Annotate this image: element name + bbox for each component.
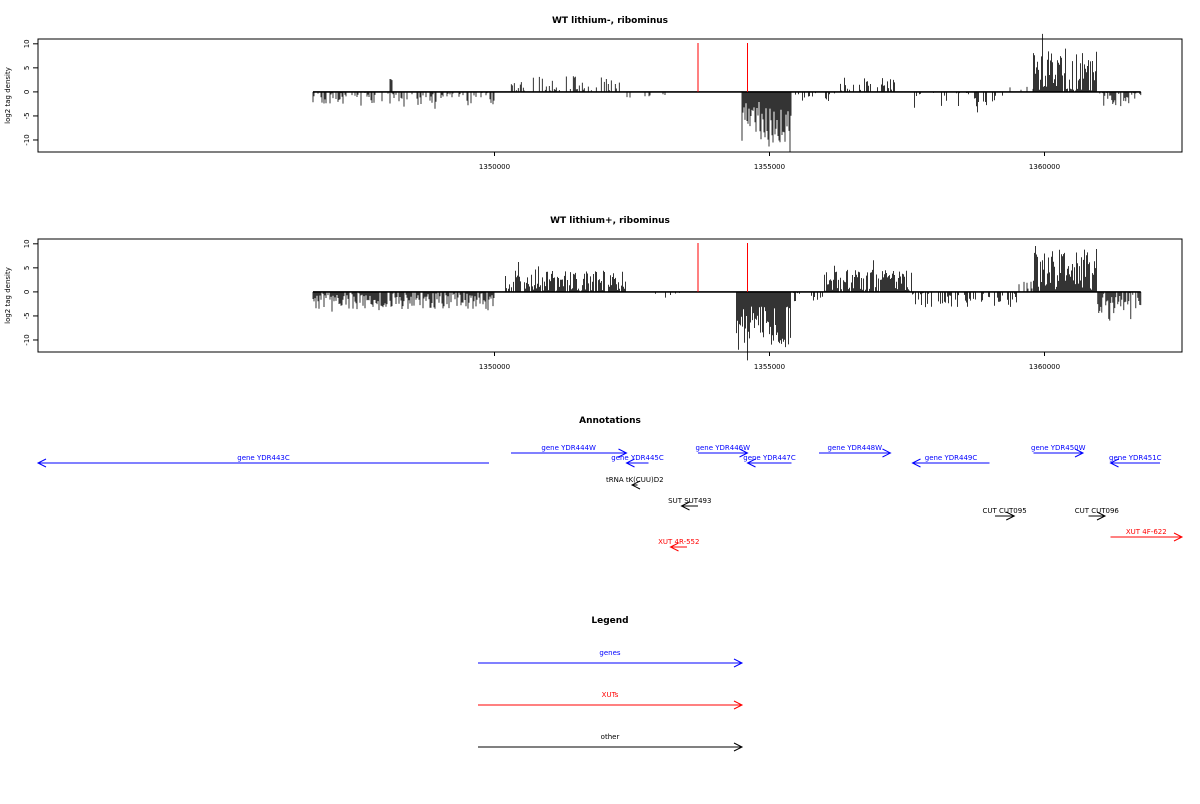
arrowhead: [733, 658, 744, 668]
x-tick-label: 1355000: [754, 163, 785, 171]
legend-label: other: [601, 733, 620, 741]
arrowhead: [1006, 511, 1016, 521]
x-tick-label: 1360000: [1029, 363, 1060, 371]
x-tick-label: 1355000: [754, 363, 785, 371]
y-tick-label: -10: [23, 134, 31, 145]
legend-label: genes: [599, 649, 620, 657]
feature-gene: gene YDR444W: [511, 444, 628, 458]
arrowhead: [36, 458, 47, 468]
arrowhead: [1074, 448, 1085, 458]
track-panel-lithium-plus: WT lithium+, ribominus 10 5 0 -5 -10 log2 tag …: [4, 216, 1183, 371]
feature-label: XUT 4R-552: [658, 538, 699, 546]
plot-frame: [37, 238, 1183, 353]
track-title: WT lithium-, ribominus: [552, 16, 668, 26]
feature-xut: XUT 4R-552: [658, 538, 699, 552]
x-tick-label: 1350000: [479, 163, 510, 171]
y-tick-label: -10: [23, 334, 31, 345]
feature-label: gene YDR448W: [828, 444, 883, 452]
feature-label: gene YDR450W: [1031, 444, 1086, 452]
y-tick-label: 0: [23, 290, 31, 294]
arrowhead: [746, 458, 756, 468]
feature-label: SUT SUT493: [668, 497, 711, 505]
feature-gene: gene YDR443C: [36, 454, 489, 468]
feature-gene: gene YDR448W: [819, 444, 892, 458]
y-tick-label: 0: [23, 90, 31, 94]
y-axis-label: log2 tag density: [4, 67, 12, 124]
feature-other: SUT SUT493: [668, 497, 711, 511]
feature-label: gene YDR443C: [237, 454, 290, 462]
feature-other: CUT CUT096: [1075, 507, 1120, 521]
annotations-panel: Annotations gene YDR443C gene YDR444W gene …: [36, 416, 1184, 552]
y-axis-label: log2 tag density: [4, 267, 12, 324]
x-tick-label: 1350000: [479, 363, 510, 371]
arrowhead: [1096, 511, 1107, 521]
feature-gene: gene YDR446W: [696, 444, 751, 458]
feature-label: gene YDR445C: [611, 454, 664, 462]
arrowhead: [739, 448, 749, 458]
legend-item-gene: genes: [478, 649, 744, 668]
track-panel-lithium-minus: WT lithium-, ribominus 10 5 0 -5 -10 log2 tag …: [4, 16, 1183, 171]
arrowhead: [618, 448, 628, 458]
plot-frame: [37, 38, 1183, 153]
density-bars: [312, 246, 1142, 361]
arrowhead: [680, 501, 690, 511]
arrowhead: [882, 448, 892, 458]
arrowhead: [630, 480, 641, 490]
feature-label: CUT CUT095: [983, 507, 1027, 515]
legend-title: Legend: [591, 616, 628, 626]
legend-item-other: other: [478, 733, 744, 752]
feature-gene: gene YDR450W: [1031, 444, 1086, 458]
track-title: WT lithium+, ribominus: [550, 216, 670, 226]
feature-label: gene YDR447C: [743, 454, 796, 462]
legend-item-xut: XUTs: [478, 691, 744, 710]
arrowhead: [1109, 458, 1119, 468]
y-tick-label: -5: [23, 112, 31, 119]
y-tick-label: 5: [23, 66, 31, 70]
feature-label: CUT CUT096: [1075, 507, 1120, 515]
arrowhead: [1173, 532, 1184, 542]
y-tick-label: 10: [23, 39, 31, 48]
feature-label: tRNA tK(CUU)D2: [606, 476, 664, 484]
feature-other: tRNA tK(CUU)D2: [606, 476, 664, 490]
y-tick-label: 5: [23, 266, 31, 270]
y-tick-label: -5: [23, 312, 31, 319]
feature-label: gene YDR449C: [925, 454, 978, 462]
feature-xut: XUT 4F-622: [1110, 528, 1184, 542]
arrowhead: [669, 542, 679, 552]
legend-panel: Legend genes XUTs other: [478, 616, 744, 752]
density-bars: [312, 33, 1142, 153]
feature-label: gene YDR451C: [1109, 454, 1162, 462]
feature-gene: gene YDR451C: [1109, 454, 1162, 468]
arrowhead: [733, 700, 744, 710]
feature-label: XUT 4F-622: [1126, 528, 1167, 536]
feature-gene: gene YDR445C: [611, 454, 664, 468]
feature-label: gene YDR444W: [541, 444, 596, 452]
y-tick-label: 10: [23, 239, 31, 248]
annotations-title: Annotations: [579, 416, 641, 426]
x-tick-label: 1360000: [1029, 163, 1060, 171]
feature-gene: gene YDR447C: [743, 454, 796, 468]
feature-gene: gene YDR449C: [911, 454, 990, 468]
legend-label: XUTs: [602, 691, 619, 699]
feature-label: gene YDR446W: [696, 444, 751, 452]
arrowhead: [733, 742, 744, 752]
feature-other: CUT CUT095: [983, 507, 1027, 521]
arrowhead: [625, 458, 635, 468]
arrowhead: [911, 458, 921, 468]
